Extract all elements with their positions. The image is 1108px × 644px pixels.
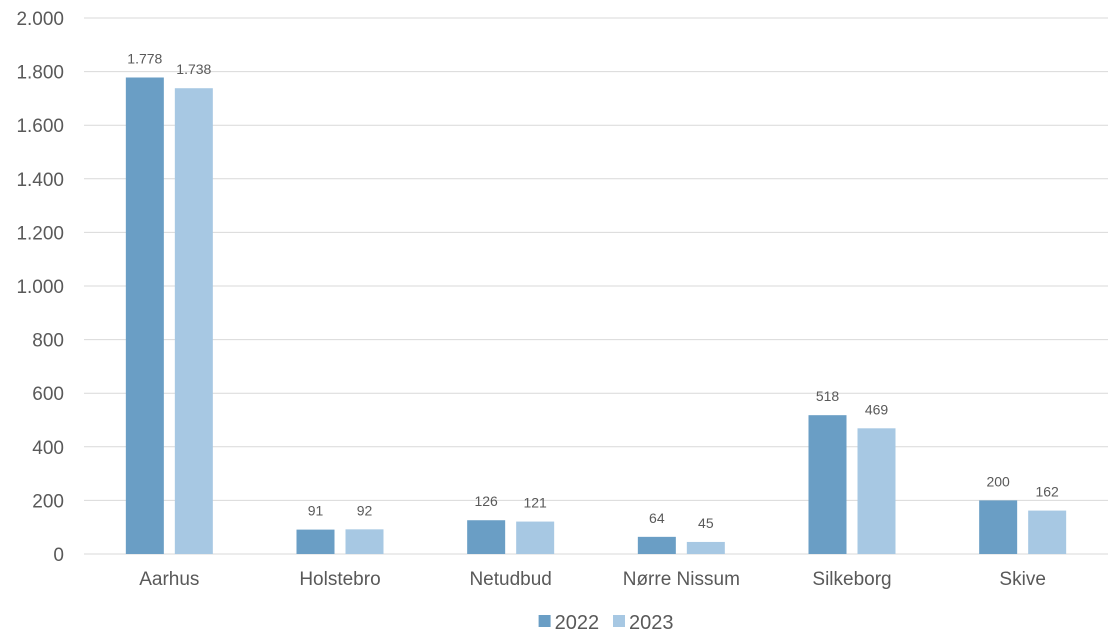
bar-2022-4 bbox=[808, 415, 847, 554]
data-label: 92 bbox=[357, 502, 373, 518]
x-tick-label: Aarhus bbox=[139, 569, 199, 590]
y-tick-label: 1.600 bbox=[16, 116, 64, 137]
y-tick-label: 1.400 bbox=[16, 170, 64, 191]
legend: 2022 2023 bbox=[538, 612, 674, 634]
legend-label: 2023 bbox=[629, 612, 674, 634]
y-tick-label: 1.200 bbox=[16, 223, 64, 244]
data-label: 126 bbox=[474, 493, 498, 509]
gridlines bbox=[84, 17, 1108, 555]
bar-2022-2 bbox=[467, 520, 506, 554]
y-tick-label: 400 bbox=[32, 438, 64, 459]
y-tick-label: 200 bbox=[32, 491, 64, 512]
x-tick-label: Skive bbox=[999, 569, 1045, 590]
data-label: 469 bbox=[865, 401, 889, 417]
x-tick-label: Holstebro bbox=[299, 569, 380, 590]
data-label: 121 bbox=[523, 495, 547, 511]
bar-2022-5 bbox=[979, 500, 1018, 554]
y-tick-label: 2.000 bbox=[16, 9, 64, 30]
y-tick-label: 800 bbox=[32, 331, 64, 352]
x-tick-label: Nørre Nissum bbox=[623, 569, 740, 590]
y-tick-label: 600 bbox=[32, 384, 64, 405]
bar-2022-0 bbox=[125, 77, 164, 554]
data-label: 518 bbox=[816, 388, 840, 404]
data-label: 91 bbox=[308, 503, 324, 519]
data-label: 200 bbox=[986, 473, 1010, 489]
x-tick-label: Netudbud bbox=[469, 569, 551, 590]
y-tick-label: 0 bbox=[53, 545, 64, 566]
y-tick-label: 1.000 bbox=[16, 277, 64, 298]
data-labels: 1.778 1.738 91 92 126 121 64 45 518 469 200 162 bbox=[127, 50, 1059, 530]
y-tick-label: 1.800 bbox=[16, 63, 64, 84]
x-axis-ticks: Aarhus Holstebro Netudbud Nørre Nissum Silke… bbox=[139, 569, 1046, 590]
bars bbox=[125, 77, 1067, 554]
legend-swatch-2023 bbox=[613, 615, 625, 627]
bar-2023-2 bbox=[516, 521, 555, 554]
data-label: 162 bbox=[1035, 484, 1059, 500]
bar-2023-3 bbox=[686, 541, 725, 554]
bar-2022-1 bbox=[296, 529, 335, 554]
bar-2023-4 bbox=[857, 428, 896, 554]
x-tick-label: Silkeborg bbox=[812, 569, 891, 590]
bar-2023-1 bbox=[345, 529, 384, 554]
data-label: 45 bbox=[698, 515, 714, 531]
bar-2022-3 bbox=[637, 536, 676, 554]
legend-label: 2022 bbox=[555, 612, 600, 634]
bar-2023-5 bbox=[1028, 510, 1067, 554]
data-label: 1.778 bbox=[127, 50, 162, 66]
bar-2023-0 bbox=[174, 88, 213, 554]
y-axis-ticks: 0 200 400 600 800 1.000 1.200 1.400 1.600 1.800 2.… bbox=[16, 9, 64, 566]
data-label: 1.738 bbox=[176, 61, 211, 77]
data-label: 64 bbox=[649, 510, 665, 526]
legend-swatch-2022 bbox=[538, 615, 551, 627]
